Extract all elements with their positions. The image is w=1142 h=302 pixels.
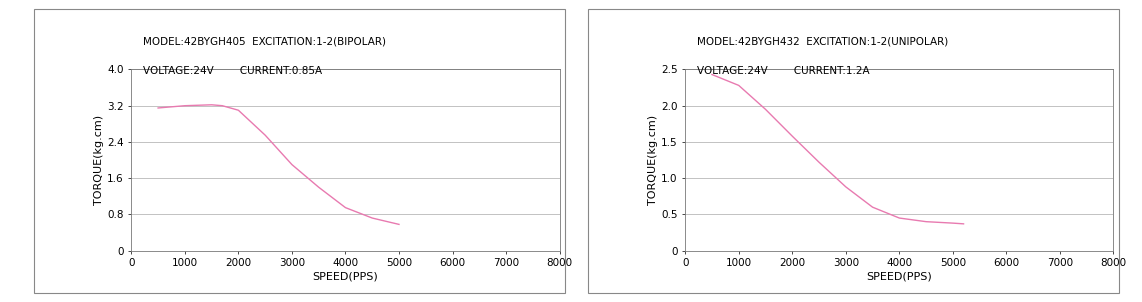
X-axis label: SPEED(PPS): SPEED(PPS) (313, 271, 378, 281)
Y-axis label: TORQUE(kg.cm): TORQUE(kg.cm) (95, 115, 104, 205)
Text: VOLTAGE:24V        CURRENT:0.85A: VOLTAGE:24V CURRENT:0.85A (143, 66, 322, 76)
Text: VOLTAGE:24V        CURRENT:1.2A: VOLTAGE:24V CURRENT:1.2A (697, 66, 869, 76)
X-axis label: SPEED(PPS): SPEED(PPS) (867, 271, 932, 281)
Y-axis label: TORQUE(kg.cm): TORQUE(kg.cm) (649, 115, 658, 205)
Text: MODEL:42BYGH432  EXCITATION:1-2(UNIPOLAR): MODEL:42BYGH432 EXCITATION:1-2(UNIPOLAR) (697, 36, 948, 46)
Text: MODEL:42BYGH405  EXCITATION:1-2(BIPOLAR): MODEL:42BYGH405 EXCITATION:1-2(BIPOLAR) (143, 36, 386, 46)
